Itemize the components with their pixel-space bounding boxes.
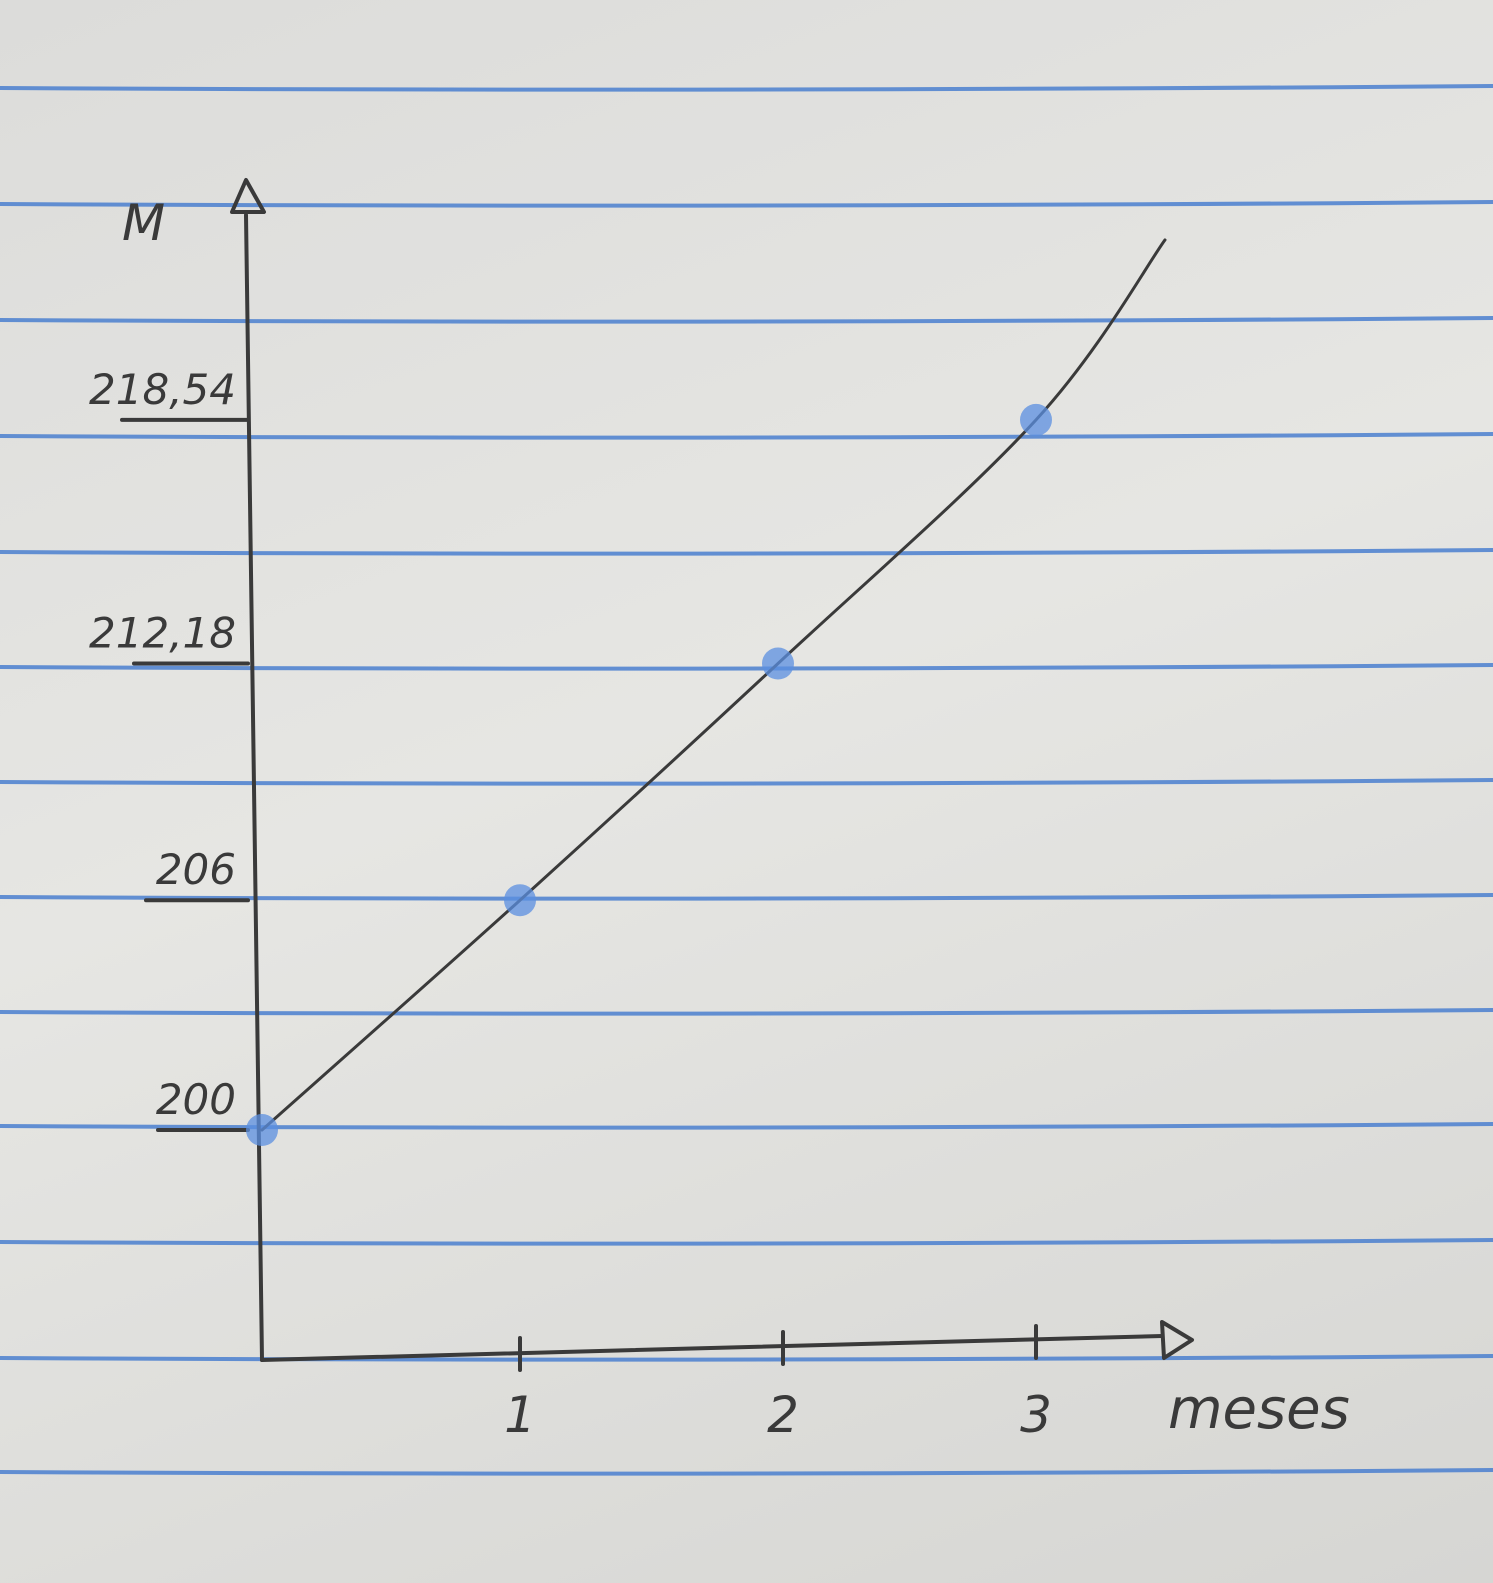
ruled-line [0,84,1493,92]
y-axis [244,213,264,1362]
ruled-line [0,316,1493,324]
ruled-line [0,548,1493,556]
ruled-line [0,200,1493,208]
y-axis-arrow-icon [230,178,266,214]
ruled-line [0,663,1493,671]
x-tick-label: 3 [1020,1386,1052,1444]
y-tick-label: 206 [156,845,236,894]
y-tick-label: 218,54 [89,365,236,414]
series-line [260,238,1167,1132]
y-axis-label: M [122,194,165,252]
x-tick-label: 2 [767,1386,799,1444]
y-tick-label: 212,18 [89,609,236,658]
x-tick-label: 1 [504,1386,536,1444]
ruled-line [0,778,1493,786]
ruled-line [0,893,1493,901]
data-point [246,1114,278,1146]
ruled-line [0,1354,1493,1362]
data-point [504,884,536,917]
ruled-line [0,1468,1493,1476]
y-tick-label: 200 [156,1075,236,1124]
data-point [762,647,794,680]
x-axis-arrow-icon [1160,1320,1194,1360]
ruled-line [0,1238,1493,1246]
ruled-line [0,1122,1493,1130]
data-point [1020,403,1052,436]
ruled-line [0,1008,1493,1016]
x-axis-label: meses [1168,1377,1350,1442]
x-axis [260,1334,1164,1362]
ruled-line [0,432,1493,440]
